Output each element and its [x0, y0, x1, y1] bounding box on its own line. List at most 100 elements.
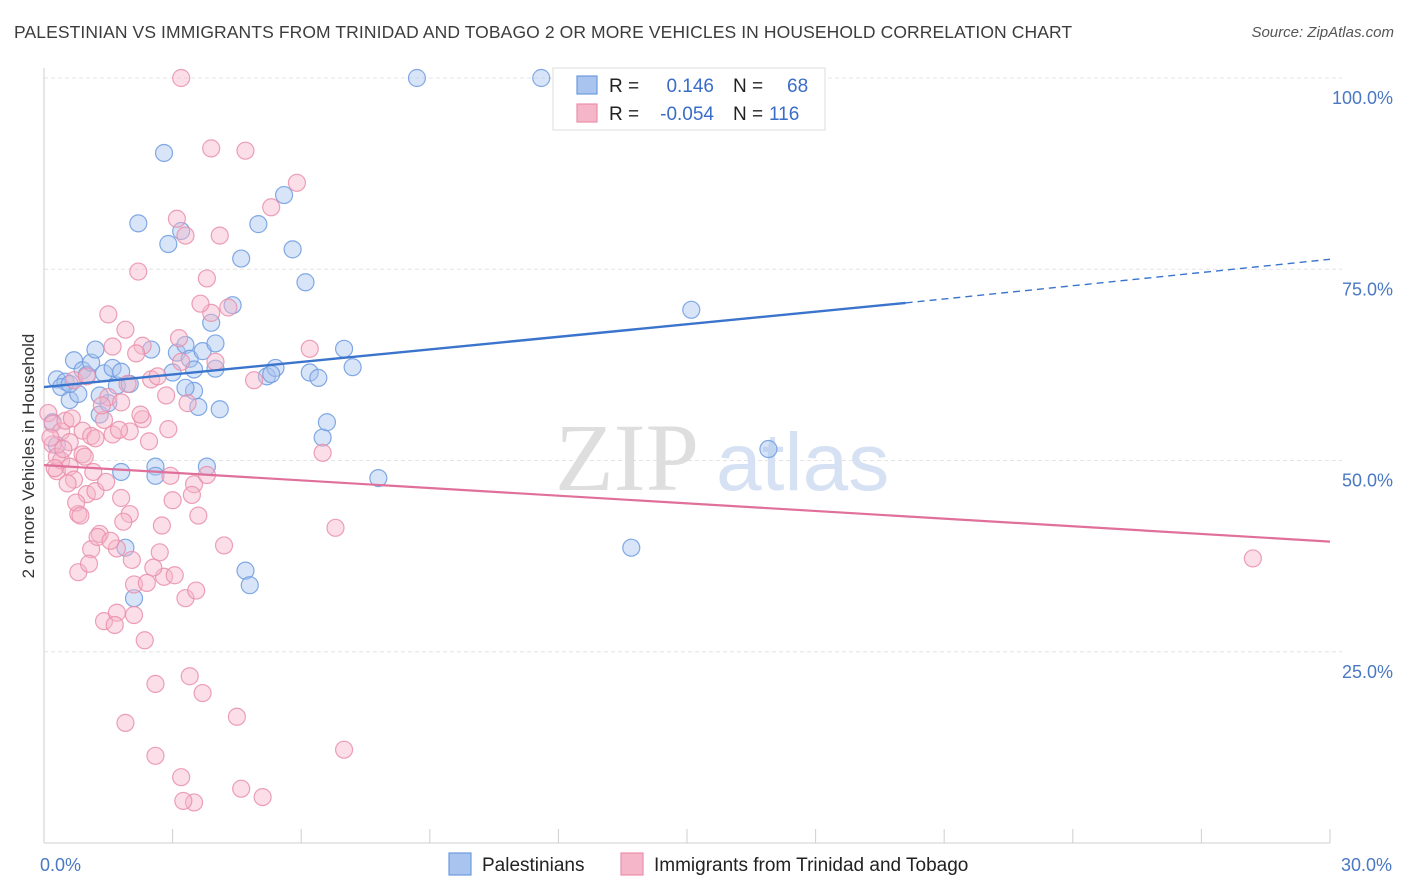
point-s1-33	[116, 713, 135, 732]
point-s0-56	[532, 68, 551, 88]
legend-n-value-2: 116	[769, 104, 799, 125]
point-s1-83	[54, 439, 73, 459]
point-s1-50	[167, 209, 186, 228]
point-s1-109	[165, 566, 184, 585]
point-s1-52	[172, 352, 191, 371]
point-s1-76	[313, 443, 332, 462]
series-legend-label-palestinians: Palestinians	[482, 855, 584, 876]
point-s0-35	[202, 313, 221, 332]
point-s1-106	[152, 516, 171, 535]
point-s1-68	[227, 707, 246, 726]
point-s1-51	[172, 768, 191, 787]
x-tick-label-1: 30.0%	[1341, 855, 1392, 875]
point-s0-24	[159, 234, 178, 254]
trend-line-palestinians	[43, 301, 906, 389]
point-s0-47	[296, 273, 315, 292]
y-tick-label-0: 100.0%	[1332, 88, 1393, 108]
point-s0-19	[129, 214, 148, 233]
y-tick-label-2: 50.0%	[1342, 471, 1393, 491]
point-s1-34	[116, 320, 135, 339]
x-tick-label-0: 0.0%	[40, 855, 81, 875]
point-s0-64	[176, 378, 195, 397]
legend-r-label-1: R =	[609, 76, 639, 97]
point-s1-22	[90, 524, 109, 544]
point-s0-49	[309, 368, 328, 387]
point-s0-13	[103, 358, 122, 378]
point-s1-99	[122, 550, 141, 570]
axes	[43, 68, 1331, 844]
point-s0-53	[343, 358, 362, 377]
point-s1-64	[206, 352, 225, 371]
point-s1-63	[202, 139, 221, 158]
point-s1-15	[73, 445, 92, 464]
point-s1-95	[105, 615, 124, 635]
point-s1-96	[109, 420, 129, 439]
point-s1-38	[124, 605, 144, 625]
point-s0-40	[236, 561, 255, 580]
point-s1-53	[176, 226, 195, 245]
point-s1-114	[187, 581, 206, 600]
legend-r-value-1: 0.146	[666, 76, 714, 97]
point-s0-54	[369, 468, 388, 488]
point-s1-94	[101, 531, 120, 550]
series-legend: Palestinians Immigrants from Trinidad an…	[448, 852, 968, 876]
point-s1-65	[210, 226, 229, 245]
point-s1-84	[58, 474, 77, 493]
point-s1-79	[1243, 549, 1262, 568]
series-legend-swatch-palestinians	[448, 852, 472, 876]
point-s1-93	[97, 472, 116, 492]
watermark: ZIP atlas	[555, 404, 889, 511]
point-s1-66	[214, 536, 234, 555]
point-s1-32	[112, 488, 131, 508]
point-s1-74	[287, 173, 307, 192]
point-s0-16	[112, 462, 131, 482]
point-s1-71	[244, 371, 264, 390]
watermark-atlas: atlas	[716, 417, 889, 508]
point-s1-45	[146, 746, 165, 765]
chart-title: PALESTINIAN VS IMMIGRANTS FROM TRINIDAD …	[14, 22, 1073, 42]
x-tick-labels: 0.0% 30.0%	[40, 855, 1392, 875]
legend-n-label-1: N =	[733, 76, 763, 97]
point-s1-81	[41, 428, 60, 447]
point-s1-39	[129, 262, 148, 281]
point-s1-77	[326, 518, 345, 537]
point-s1-85	[62, 409, 81, 428]
trend-line-palestinians-extension	[905, 258, 1331, 304]
y-tick-labels: 100.0% 75.0% 50.0% 25.0%	[1332, 88, 1393, 682]
source-credit: Source: ZipAtlas.com	[1251, 24, 1394, 41]
point-s1-107	[157, 386, 176, 405]
watermark-zip: ZIP	[555, 404, 699, 511]
point-s1-44	[146, 674, 165, 693]
point-s0-37	[210, 400, 229, 419]
point-s1-42	[137, 573, 156, 593]
point-s1-87	[71, 506, 90, 525]
point-s1-8	[60, 433, 79, 452]
point-s1-16	[77, 367, 96, 386]
point-s1-55	[180, 667, 199, 686]
legend-n-label-2: N =	[733, 104, 763, 125]
point-s0-32	[189, 397, 208, 417]
point-s1-27	[103, 337, 122, 356]
point-s1-49	[163, 491, 182, 510]
series-legend-label-trinidad: Immigrants from Trinidad and Tobago	[654, 855, 968, 876]
point-s1-73	[262, 198, 281, 217]
correlation-legend: R = 0.146 N = 68 R = -0.054 N = 116	[552, 67, 826, 131]
point-s1-59	[193, 683, 212, 703]
point-s0-46	[283, 240, 302, 259]
gridlines	[44, 77, 1342, 653]
point-s1-46	[150, 543, 169, 562]
point-s1-20	[86, 429, 105, 448]
point-s1-102	[135, 631, 154, 650]
trend-line-trinidad	[43, 463, 1331, 543]
point-s0-48	[300, 363, 319, 382]
point-s1-112	[178, 394, 197, 413]
point-s0-51	[317, 413, 337, 432]
point-s0-39	[232, 249, 251, 268]
point-s1-70	[236, 141, 255, 160]
point-s1-88	[75, 447, 94, 466]
legend-r-label-2: R =	[609, 104, 639, 125]
point-s1-110	[169, 329, 189, 348]
point-s1-113	[182, 485, 201, 505]
point-s1-69	[232, 779, 251, 798]
